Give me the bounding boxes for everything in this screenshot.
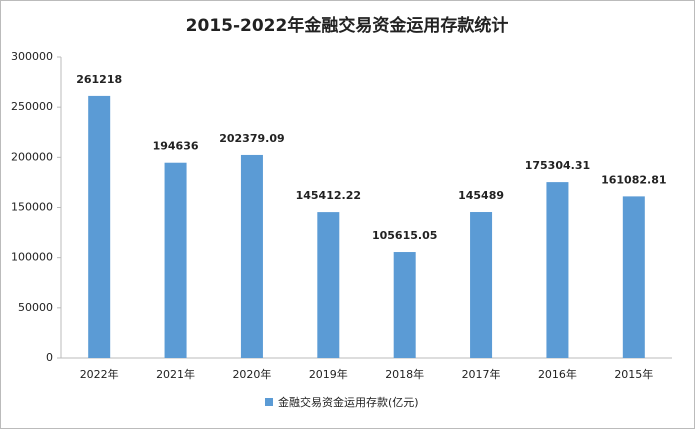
x-tick-label: 2020年: [232, 367, 271, 381]
y-tick-label: 100000: [11, 251, 53, 264]
y-tick-label: 250000: [11, 100, 53, 113]
bar: [393, 252, 416, 358]
bar: [470, 212, 493, 358]
y-tick-label: 200000: [11, 150, 53, 163]
data-label: 175304.31: [525, 159, 590, 172]
x-tick-label: 2019年: [309, 367, 348, 381]
y-tick-label: 300000: [11, 50, 53, 63]
bar: [164, 162, 187, 358]
data-label: 105615.05: [372, 229, 437, 242]
data-label: 194636: [153, 140, 199, 153]
chart-title: 2015-2022年金融交易资金运用存款统计: [186, 15, 509, 36]
data-label: 145412.22: [296, 189, 361, 202]
x-tick-label: 2022年: [80, 367, 119, 381]
data-label: 145489: [458, 189, 504, 202]
data-label: 202379.09: [219, 132, 284, 145]
data-label: 161082.81: [601, 173, 666, 186]
bar: [546, 182, 569, 358]
y-tick-label: 50000: [18, 301, 53, 314]
x-tick-label: 2017年: [462, 367, 501, 381]
bar: [88, 95, 111, 359]
x-tick-label: 2021年: [156, 367, 195, 381]
data-label: 261218: [76, 73, 122, 86]
bar: [317, 212, 340, 358]
y-tick-label: 0: [46, 351, 53, 364]
x-tick-label: 2018年: [385, 367, 424, 381]
legend-label: 金融交易资金运用存款(亿元): [278, 395, 419, 409]
x-tick-label: 2015年: [614, 367, 653, 381]
legend-swatch: [265, 398, 273, 406]
x-tick-label: 2016年: [538, 367, 577, 381]
y-tick-label: 150000: [11, 201, 53, 214]
bar: [622, 196, 645, 358]
bar: [240, 154, 263, 358]
